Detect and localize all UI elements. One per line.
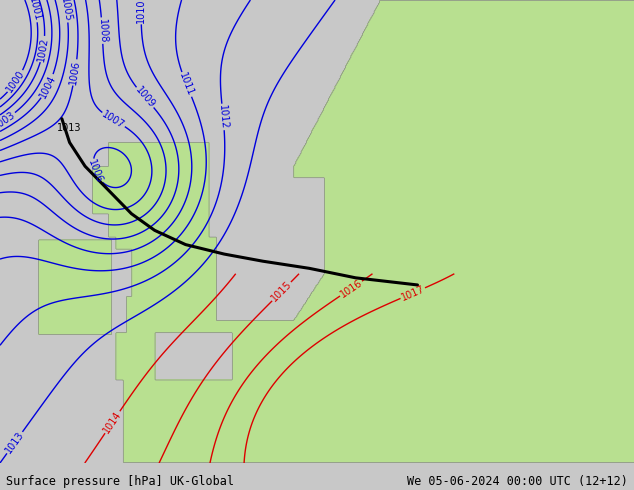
Text: 1015: 1015 — [269, 279, 294, 304]
Text: 1001: 1001 — [27, 0, 42, 23]
Text: 1013: 1013 — [57, 122, 82, 133]
Text: We 05-06-2024 00:00 UTC (12+12): We 05-06-2024 00:00 UTC (12+12) — [407, 474, 628, 488]
Text: Surface pressure [hPa] UK-Global: Surface pressure [hPa] UK-Global — [6, 474, 235, 488]
Text: 1014: 1014 — [101, 409, 124, 435]
Text: 1010: 1010 — [136, 0, 146, 24]
Text: 1008: 1008 — [96, 18, 108, 43]
Text: 1005: 1005 — [59, 0, 73, 22]
Text: 1007: 1007 — [100, 109, 127, 130]
Text: 1003: 1003 — [0, 109, 17, 131]
Text: 1002: 1002 — [36, 36, 50, 62]
Text: 1006: 1006 — [68, 60, 82, 85]
Text: 1013: 1013 — [3, 430, 26, 456]
Text: 1006: 1006 — [86, 158, 104, 185]
Text: 1017: 1017 — [399, 284, 426, 303]
Text: 1000: 1000 — [5, 69, 27, 95]
Text: 1009: 1009 — [133, 85, 157, 110]
Text: 1012: 1012 — [217, 104, 229, 130]
Text: 1004: 1004 — [38, 73, 58, 99]
Text: 1016: 1016 — [338, 277, 364, 299]
Text: 1011: 1011 — [178, 71, 196, 98]
